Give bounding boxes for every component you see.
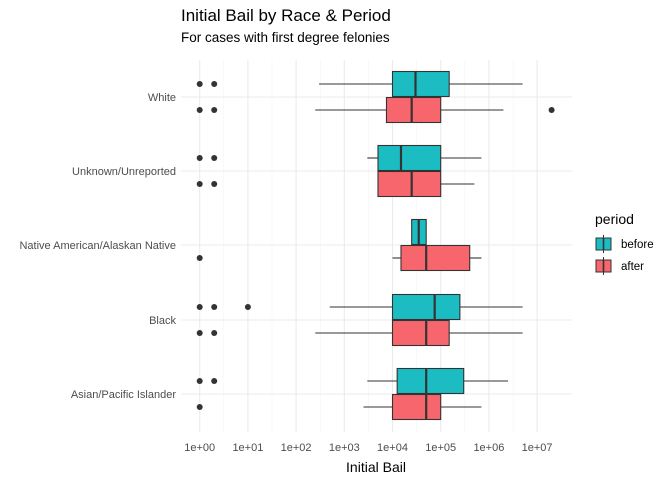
category-label: Black — [149, 315, 176, 327]
box-body — [396, 367, 465, 395]
box-body — [377, 170, 442, 198]
box-after — [196, 96, 555, 124]
outlier-point — [196, 255, 203, 261]
box-before — [196, 367, 509, 395]
x-tick-label: 1e+04 — [377, 442, 408, 454]
legend-title: period — [595, 211, 634, 227]
gridlines — [181, 60, 572, 432]
box-after — [196, 393, 482, 421]
category-labels: White Unknown/Unreported Native American/A… — [19, 92, 176, 401]
box-before — [411, 218, 427, 246]
category-label: Unknown/Unreported — [72, 166, 176, 178]
x-tick-label: 1e+01 — [232, 442, 263, 454]
x-tick-label: 1e+05 — [425, 442, 456, 454]
category-label: Asian/Pacific Islander — [71, 389, 176, 401]
category-label: Native American/Alaskan Native — [19, 240, 176, 252]
box-after — [196, 319, 523, 347]
box-before — [196, 293, 523, 321]
outlier-point — [196, 330, 203, 336]
x-tick-label: 1e+02 — [281, 442, 312, 454]
box-body — [385, 96, 442, 124]
outlier-point — [211, 155, 218, 161]
chart-title: Initial Bail by Race & Period — [181, 6, 391, 25]
x-tick-labels: 1e+00 1e+01 1e+02 1e+03 1e+04 1e+05 1e+06 1e+07 — [184, 442, 552, 454]
box-before — [196, 144, 482, 172]
box-before — [196, 70, 523, 98]
outlier-point — [211, 81, 218, 87]
box-body — [391, 70, 450, 98]
box-after — [196, 244, 482, 272]
legend-item-before: before — [595, 235, 654, 253]
outlier-point — [196, 155, 203, 161]
x-tick-label: 1e+07 — [522, 442, 553, 454]
outlier-point — [211, 181, 218, 187]
chart-subtitle: For cases with first degree felonies — [181, 30, 390, 45]
outlier-point — [211, 378, 218, 384]
box-body — [400, 244, 471, 272]
outlier-point — [196, 304, 203, 310]
outlier-point — [211, 107, 218, 113]
outlier-point — [211, 304, 218, 310]
box-after — [196, 170, 475, 198]
box-layer — [196, 70, 555, 421]
x-axis-title: Initial Bail — [346, 459, 406, 475]
box-body — [391, 319, 450, 347]
outlier-point — [196, 404, 203, 410]
legend-label: after — [621, 261, 644, 273]
outlier-point — [548, 107, 555, 113]
box-body — [377, 144, 442, 172]
outlier-point — [211, 330, 218, 336]
box-body — [391, 293, 461, 321]
legend-item-after: after — [595, 257, 644, 275]
outlier-point — [196, 378, 203, 384]
legend-label: before — [621, 239, 654, 251]
outlier-point — [196, 107, 203, 113]
outlier-point — [244, 304, 251, 310]
x-tick-label: 1e+00 — [184, 442, 215, 454]
x-tick-label: 1e+03 — [329, 442, 360, 454]
outlier-point — [196, 181, 203, 187]
outlier-point — [196, 81, 203, 87]
x-tick-label: 1e+06 — [473, 442, 504, 454]
category-label: White — [148, 92, 176, 104]
legend: period before after — [595, 211, 654, 275]
legend-items: before after — [595, 235, 654, 275]
box-body — [391, 393, 442, 421]
